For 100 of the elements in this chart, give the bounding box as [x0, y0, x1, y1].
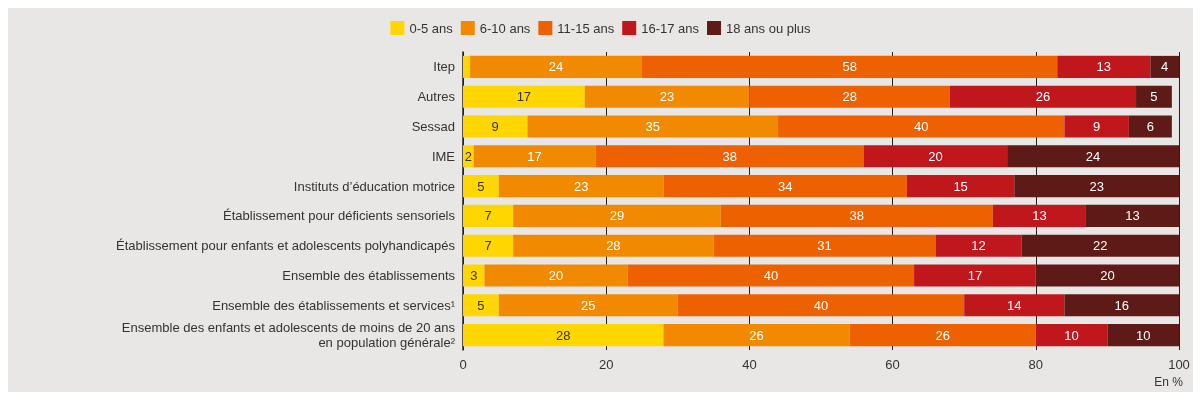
data-label: 5 — [477, 297, 485, 313]
bar — [470, 55, 642, 78]
bar — [463, 264, 485, 287]
data-label: 20 — [928, 148, 943, 164]
bar — [498, 175, 664, 198]
bar — [949, 85, 1137, 108]
data-label: 26 — [935, 327, 950, 343]
x-tick-label: 0 — [459, 357, 467, 372]
bar — [906, 175, 1015, 198]
data-label: 28 — [842, 89, 857, 105]
data-label: 10 — [1064, 327, 1079, 343]
data-label: 20 — [548, 268, 564, 283]
bar — [720, 204, 993, 227]
bar — [663, 175, 907, 198]
bar — [1057, 55, 1151, 78]
y-tick-label: Autres — [417, 89, 456, 105]
bar — [463, 294, 499, 317]
x-tick-label: 20 — [598, 357, 614, 372]
data-label: 16 — [1114, 297, 1129, 313]
bar — [473, 145, 596, 168]
data-label: 12 — [971, 238, 986, 254]
legend-label: 11-15 ans — [557, 20, 615, 36]
bar — [749, 85, 950, 108]
bar — [849, 324, 1036, 347]
data-label: 23 — [573, 178, 589, 194]
bar — [463, 85, 585, 108]
bar — [778, 115, 1065, 138]
bar — [463, 234, 514, 257]
bar — [935, 234, 1022, 257]
x-tick-label: 40 — [742, 357, 757, 372]
bar — [914, 264, 1036, 287]
data-label: 29 — [609, 208, 625, 224]
bar — [1128, 115, 1172, 138]
bar — [1007, 145, 1179, 168]
data-label: 35 — [645, 119, 660, 134]
data-label: 10 — [1135, 327, 1151, 343]
bar — [1014, 175, 1179, 198]
x-axis-title: En % — [1154, 375, 1184, 389]
bar — [713, 234, 936, 257]
data-label: 24 — [548, 59, 564, 75]
bar — [463, 115, 528, 138]
data-label: 22 — [1093, 238, 1108, 254]
x-tick-label: 80 — [1028, 357, 1044, 372]
data-label: 28 — [606, 238, 621, 254]
bar — [1035, 324, 1108, 347]
legend-label: 6-10 ans — [479, 20, 531, 36]
bar — [992, 204, 1086, 227]
bar — [1085, 204, 1179, 227]
y-tick-label: Sessad — [411, 119, 455, 134]
bar — [663, 324, 850, 347]
data-label: 4 — [1161, 59, 1169, 75]
y-tick-label: Ensemble des établissements et services¹ — [212, 297, 456, 313]
bar — [513, 234, 714, 257]
data-label: 25 — [581, 297, 596, 313]
y-tick-label: Ensemble des enfants et adolescents de moins de 20 ans en population générale² — [121, 320, 456, 351]
data-label: 13 — [1125, 208, 1140, 224]
bar — [527, 115, 779, 138]
data-label: 38 — [722, 148, 737, 164]
data-label: 38 — [849, 208, 865, 224]
y-tick-label: Établissement pour enfants et adolescents polyhandicapés — [116, 238, 456, 254]
bar — [1064, 294, 1179, 317]
bar — [513, 204, 721, 227]
data-label: 13 — [1032, 208, 1047, 224]
data-label: 26 — [1035, 89, 1051, 105]
data-label: 17 — [967, 268, 983, 283]
x-tick-label: 100 — [1168, 357, 1190, 372]
y-tick-label: Itep — [433, 59, 455, 75]
data-label: 24 — [1085, 148, 1101, 164]
bar — [1035, 264, 1179, 287]
bar — [595, 145, 864, 168]
x-tick-label: 60 — [885, 357, 900, 372]
y-tick-label: Ensemble des établissements — [282, 268, 456, 283]
legend-label: 16-17 ans — [641, 20, 700, 36]
bar — [584, 85, 750, 108]
data-label: 20 — [1100, 268, 1115, 283]
bar — [964, 294, 1065, 317]
data-label: 14 — [1007, 297, 1022, 313]
data-label: 9 — [491, 119, 499, 134]
data-label: 17 — [527, 148, 542, 164]
bar — [1150, 55, 1179, 78]
bar — [1064, 115, 1129, 138]
data-label: 2 — [464, 148, 472, 164]
data-label: 7 — [484, 238, 492, 254]
data-label: 23 — [659, 89, 675, 105]
data-label: 15 — [953, 178, 968, 194]
bar — [642, 55, 1058, 78]
data-label: 9 — [1093, 119, 1101, 134]
legend-label: 18 ans ou plus — [726, 20, 812, 36]
data-label: 40 — [914, 119, 929, 134]
y-tick-label: Établissement pour déficients sensoriels — [223, 208, 456, 224]
bar — [863, 145, 1008, 168]
data-label: 23 — [1089, 178, 1104, 194]
bar — [463, 324, 664, 347]
data-label: 7 — [484, 208, 492, 224]
data-label: 28 — [556, 327, 571, 343]
data-label: 5 — [477, 178, 485, 194]
bar — [463, 204, 514, 227]
data-label: 17 — [516, 89, 532, 105]
data-label: 40 — [763, 268, 779, 283]
bar — [463, 175, 499, 198]
